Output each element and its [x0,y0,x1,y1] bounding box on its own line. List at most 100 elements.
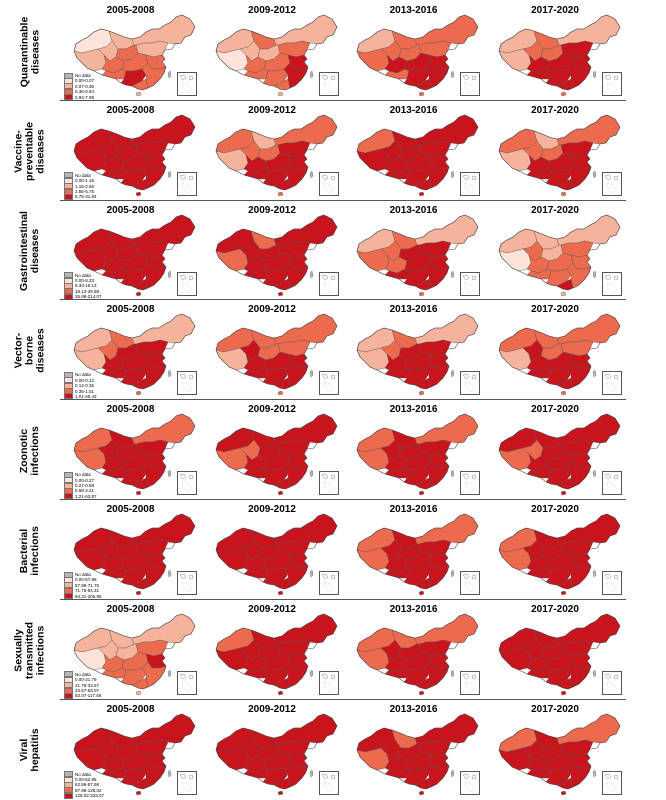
legend-label: 21.79-33.57 [75,682,100,688]
legend-swatch [64,593,73,600]
country-outline [356,214,479,290]
row-label: Quarantinable diseases [0,2,60,101]
map-panel: 2017-2020 [485,400,626,499]
map-panel: 2013-2016 [343,101,484,200]
hainan-region [418,91,425,97]
period-title: 2009-2012 [248,104,296,116]
province-region [414,513,479,545]
map-panel: 2009-2012 [202,1,343,100]
map-legend: No data 0.00-0.12 0.12-0.35 0.35-1.01 1.01-4… [64,371,124,400]
hainan-region [135,391,142,396]
inset-map [460,72,480,96]
period-title: 2009-2012 [248,304,296,316]
hainan-region [560,191,566,197]
choropleth-map [215,14,337,97]
period-title: 2005-2008 [106,304,155,316]
country-outline [356,114,479,191]
province-region [556,513,620,545]
legend-swatch [64,692,73,699]
province-region [556,14,620,46]
inset-map [460,371,480,396]
map-panel: 2013-2016 [343,201,484,300]
legend-label: 0.35-1.01 [75,388,95,394]
hainan-region [135,490,142,496]
hainan-region [418,391,425,396]
period-title: 2013-2016 [389,404,438,416]
choropleth-map [356,713,479,795]
inset-map [601,770,622,795]
period-title: 2013-2016 [389,104,438,116]
hainan-region [560,391,566,396]
map-panel: 2017-2020 [485,101,626,200]
map-panel: 2009-2012 [202,500,343,599]
legend-item: 0.94-7.99 [64,94,124,101]
row-label: Bacterial infections [0,501,60,600]
legend-label: 2.56-5.75 [75,189,95,195]
row-label-text: Bacterial infections [18,525,41,576]
map-panel: 2009-2012 [202,101,343,200]
province-region [131,114,196,145]
province-region [273,314,337,345]
map-panel: 2017-2020 [485,500,626,599]
hainan-region [418,690,425,696]
taiwan-region [592,669,596,678]
map-legend: No data 0.00-57.99 57.99-71.75 71.75-94.31 9… [64,571,124,600]
taiwan-region [167,270,172,278]
taiwan-region [592,569,596,578]
hainan-region [277,790,283,795]
legend-label: No data [75,671,91,677]
legend-label: 0.27-0.58 [75,483,95,489]
period-title: 2009-2012 [248,504,296,515]
inset-map [460,670,480,695]
period-title: 2013-2016 [389,304,438,316]
row-label: Sexually transmitted infections [0,601,60,700]
map-panel: 2017-2020 [485,600,626,699]
period-title: 2005-2008 [106,104,155,116]
legend-label: 0.00-21.79 [75,677,97,683]
country-outline [73,413,196,490]
legend-swatch [64,193,73,200]
legend-swatch [64,493,73,500]
inset-map [177,571,197,595]
row-label: Vector-borne diseases [0,301,60,400]
period-title: 2009-2012 [248,5,296,16]
choropleth-map [356,14,479,97]
taiwan-region [167,369,172,378]
choropleth-map [498,613,620,696]
inset-map [318,371,339,396]
hainan-region [135,590,142,596]
taiwan-region [592,369,596,378]
inset-map [177,271,197,296]
choropleth-map-grid: 2005-2008 No data 0.00-0.07 0.07-0.36 0.36-0… [60,0,626,799]
map-legend: No data 0.00-8.33 8.33-18.13 18.13-26.88 26.… [64,272,124,300]
map-panel: 2005-2008 No data 0.00-57.99 57.99-71.75 71.… [60,500,201,600]
taiwan-region [167,70,172,79]
hainan-region [418,490,425,496]
period-title: 2009-2012 [248,204,296,216]
hainan-region [135,291,142,296]
period-title: 2009-2012 [248,703,296,715]
legend-item: 128.02-333.07 [64,792,124,799]
row-divider [60,399,626,401]
province-region [556,314,620,345]
legend-label: 8.33-18.13 [75,283,97,289]
legend-swatch [64,393,73,400]
province-region [131,413,196,445]
legend-item: 63.07-117.48 [64,692,124,699]
province-region [414,114,479,145]
legend-label: 0.94-7.99 [75,94,95,100]
taiwan-region [167,769,172,777]
province-region [414,14,479,46]
period-title: 2013-2016 [389,504,438,515]
period-title: 2017-2020 [531,104,579,116]
choropleth-map [215,314,337,396]
choropleth-map [498,114,620,197]
period-title: 2005-2008 [106,5,155,16]
map-panel: 2013-2016 [343,1,484,100]
legend-label: 0.07-0.36 [75,83,95,89]
map-legend: No data 0.00-0.27 0.27-0.58 0.58-3.21 3.21-6… [64,471,124,500]
province-region [131,214,196,245]
row-divider [60,499,626,500]
legend-label: 26.88-214.07 [75,294,102,300]
choropleth-map [215,513,337,596]
